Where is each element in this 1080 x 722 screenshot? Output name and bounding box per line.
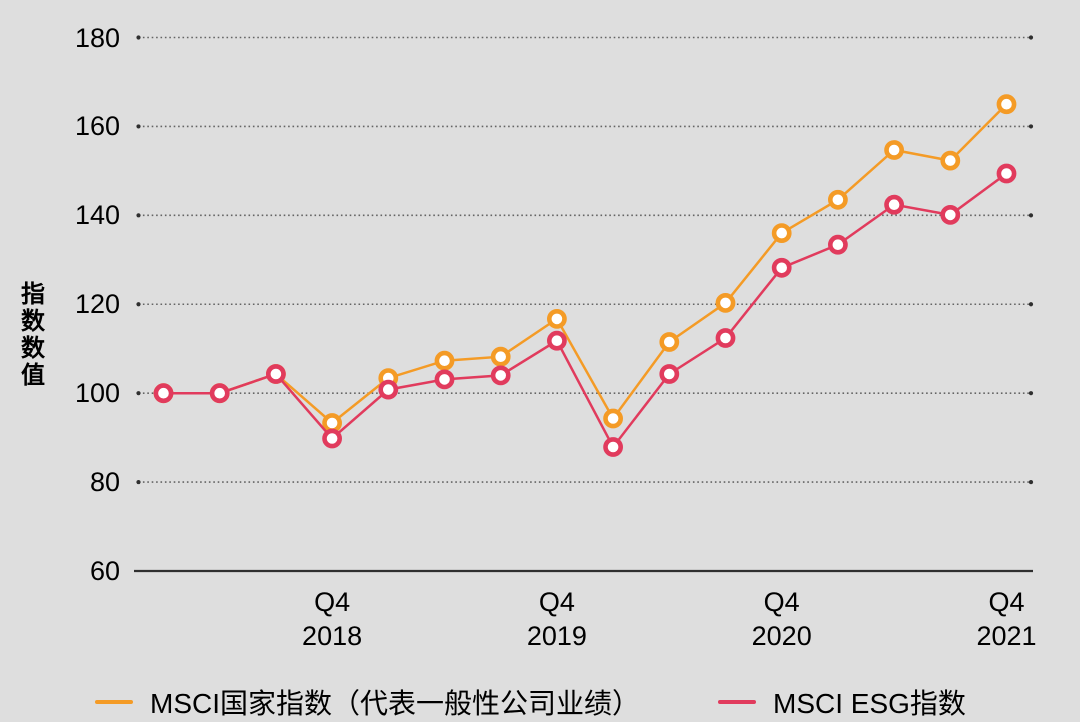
data-point-marker — [434, 350, 455, 371]
data-point-marker — [378, 379, 399, 400]
y-tick-label: 120 — [74, 289, 120, 320]
y-axis-title-char: 指 — [21, 281, 45, 308]
data-point-marker — [322, 413, 342, 433]
data-point-marker — [322, 428, 342, 449]
y-axis-title-char: 值 — [21, 362, 45, 389]
x-tick-quarter: Q4 — [763, 587, 800, 617]
data-point-marker — [603, 408, 623, 429]
y-tick-label: 160 — [74, 111, 120, 142]
data-point-marker — [490, 365, 511, 386]
y-tick-label: 80 — [89, 467, 120, 498]
y-tick-label: 140 — [74, 200, 120, 231]
x-tick-quarter: Q4 — [314, 587, 351, 617]
x-tick-quarter: Q4 — [988, 587, 1025, 617]
legend-swatch-esg-line — [718, 700, 756, 704]
data-point-marker — [884, 140, 904, 160]
data-point-marker — [547, 330, 567, 351]
x-tick-label: Q4 2021 — [937, 585, 1077, 653]
data-point-marker — [659, 332, 680, 352]
data-point-marker — [547, 308, 567, 329]
series-esg-index — [153, 163, 1017, 457]
y-tick-label: 180 — [74, 22, 120, 53]
data-point-marker — [940, 150, 961, 171]
data-point-marker — [490, 346, 511, 367]
x-tick-year: 2018 — [302, 621, 363, 651]
x-tick-year: 2020 — [751, 621, 812, 651]
x-tick-year: 2021 — [976, 621, 1037, 651]
data-point-marker — [715, 328, 736, 348]
legend-swatch-country-line — [95, 700, 133, 704]
data-point-marker — [715, 292, 736, 313]
gridlines — [136, 35, 1034, 485]
y-tick-label: 100 — [74, 378, 120, 409]
y-axis-title-char: 数 — [21, 335, 45, 362]
x-tick-label: Q4 2020 — [712, 585, 852, 653]
y-tick-label: 60 — [89, 556, 120, 586]
data-point-marker — [771, 257, 792, 278]
y-axis-title: 指数数值 — [16, 281, 50, 389]
data-point-marker — [659, 364, 680, 384]
y-axis-title-char: 数 — [21, 308, 45, 335]
legend-item-country-index: MSCI国家指数（代表一般性公司业绩） — [95, 682, 640, 722]
data-point-marker — [828, 234, 848, 255]
data-point-marker — [996, 163, 1017, 184]
data-point-marker — [209, 383, 230, 404]
data-point-marker — [884, 194, 904, 215]
x-tick-quarter: Q4 — [538, 587, 575, 617]
series-country-index — [153, 94, 1017, 433]
data-point-marker — [265, 364, 286, 384]
data-point-marker — [434, 369, 455, 390]
data-point-marker — [940, 204, 961, 225]
legend-label-esg-index: MSCI ESG指数 — [773, 688, 966, 719]
data-point-marker — [771, 223, 792, 243]
x-tick-label: Q4 2018 — [262, 585, 402, 653]
data-point-marker — [828, 189, 848, 210]
legend: MSCI国家指数（代表一般性公司业绩） MSCI ESG指数 — [0, 682, 1080, 722]
data-point-marker — [153, 383, 174, 404]
legend-label-country-index: MSCI国家指数（代表一般性公司业绩） — [150, 688, 641, 719]
data-point-marker — [996, 94, 1017, 115]
x-tick-label: Q4 2019 — [487, 585, 627, 653]
legend-item-esg-index: MSCI ESG指数 — [718, 682, 966, 722]
data-point-marker — [603, 437, 623, 457]
x-tick-year: 2019 — [526, 621, 587, 651]
